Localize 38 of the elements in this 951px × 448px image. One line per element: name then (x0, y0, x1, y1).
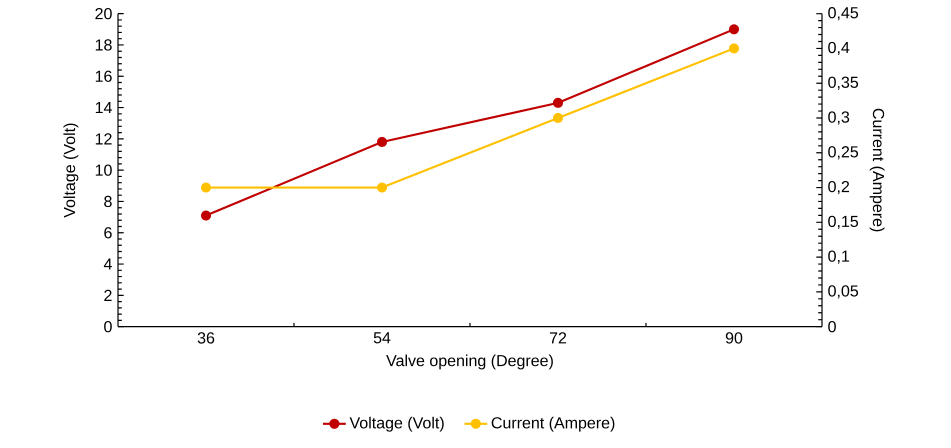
y2-axis-title: Current (Ampere) (870, 108, 885, 232)
y-tick-label: 14 (96, 102, 112, 114)
y-tick-label: 18 (96, 39, 112, 51)
y-axis-title: Voltage (Volt) (63, 124, 78, 218)
point (200, 182, 212, 193)
y-tick-label: 4 (104, 258, 112, 270)
point (200, 210, 212, 221)
x-tick-label: 54 (374, 332, 390, 344)
legend-label: Voltage (Volt) (350, 416, 444, 432)
y2-tick-label: 0,2 (828, 180, 850, 194)
y2-tick-label: 0,45 (828, 7, 858, 20)
point (376, 182, 388, 193)
x-tick-label: 90 (726, 332, 742, 344)
y-tick-label: 10 (96, 164, 112, 176)
y2-tick-label: 0,05 (828, 285, 858, 298)
y-tick-label: 2 (104, 290, 112, 301)
y-tick-label: 16 (96, 70, 112, 82)
x-tick-label: 72 (550, 332, 566, 344)
y-tick-label: 12 (96, 133, 112, 144)
point (552, 98, 564, 108)
x-tick-label: 36 (198, 332, 214, 344)
point (728, 24, 740, 34)
legend-label: Current (Ampere) (492, 416, 614, 432)
y-tick-label: 0 (104, 320, 112, 332)
point (552, 112, 564, 124)
y2-tick-label: 0,35 (828, 76, 858, 90)
y-tick-label: 6 (104, 227, 112, 238)
y-tick-label: 8 (104, 196, 112, 208)
y2-tick-label: 0,25 (828, 146, 858, 160)
y2-tick-label: 0,15 (828, 216, 858, 229)
y2-tick-label: 0,3 (828, 111, 850, 125)
point (376, 136, 388, 148)
point (728, 43, 740, 54)
y2-tick-label: 0,1 (828, 250, 850, 264)
y2-tick-label: 0,4 (828, 42, 850, 56)
y-tick-label: 20 (95, 8, 112, 20)
x-axis-title: Valve opening (Degree) (386, 354, 553, 370)
y2-tick-label: 0 (828, 320, 836, 332)
